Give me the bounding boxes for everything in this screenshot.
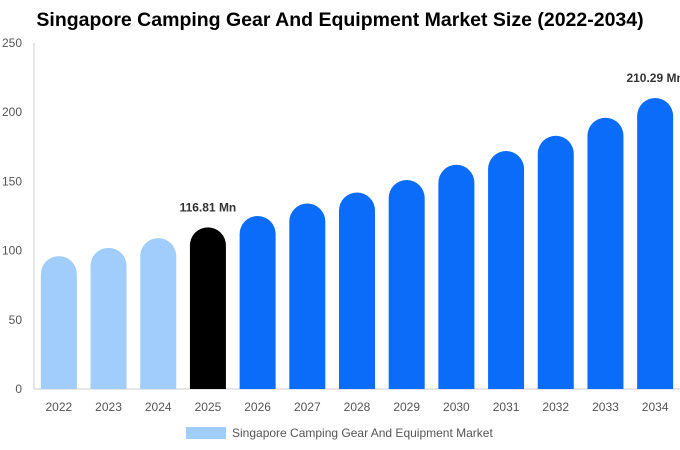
bar-2027 [289,203,326,389]
x-tick-label: 2027 [294,400,321,414]
x-tick-label: 2022 [45,400,72,414]
y-tick-label: 50 [9,313,23,327]
x-tick-label: 2028 [344,400,371,414]
bar-2026 [239,216,276,389]
x-tick-label: 2026 [244,400,271,414]
y-tick-label: 150 [2,174,22,188]
x-tick-label: 2024 [145,400,172,414]
bar-2031 [488,150,525,389]
bar-2033 [587,117,624,389]
y-tick-label: 0 [15,382,22,396]
chart-title: Singapore Camping Gear And Equipment Mar… [36,9,644,31]
x-tick-label: 2030 [443,400,470,414]
legend-swatch [186,427,226,439]
x-tick-label: 2025 [195,400,222,414]
bar-2022 [40,256,77,389]
bar-2024 [140,238,177,389]
x-tick-label: 2033 [592,400,619,414]
data-label: 210.29 Mn [626,71,680,85]
bar-2034 [637,97,674,389]
bar-2030 [438,164,475,389]
x-tick-label: 2023 [95,400,122,414]
x-tick-label: 2034 [642,400,669,414]
bar-2023 [90,247,127,389]
y-tick-label: 200 [2,105,22,119]
y-tick-label: 100 [2,244,22,258]
x-tick-label: 2029 [393,400,420,414]
x-tick-label: 2032 [542,400,569,414]
y-tick-label: 250 [2,36,22,50]
legend-label: Singapore Camping Gear And Equipment Mar… [232,426,493,440]
x-tick-label: 2031 [493,400,520,414]
bar-2028 [339,192,375,389]
bar-2032 [537,135,574,389]
bar-2025 [189,227,226,389]
bar-2029 [388,180,425,389]
data-label: 116.81 Mn [180,200,237,214]
